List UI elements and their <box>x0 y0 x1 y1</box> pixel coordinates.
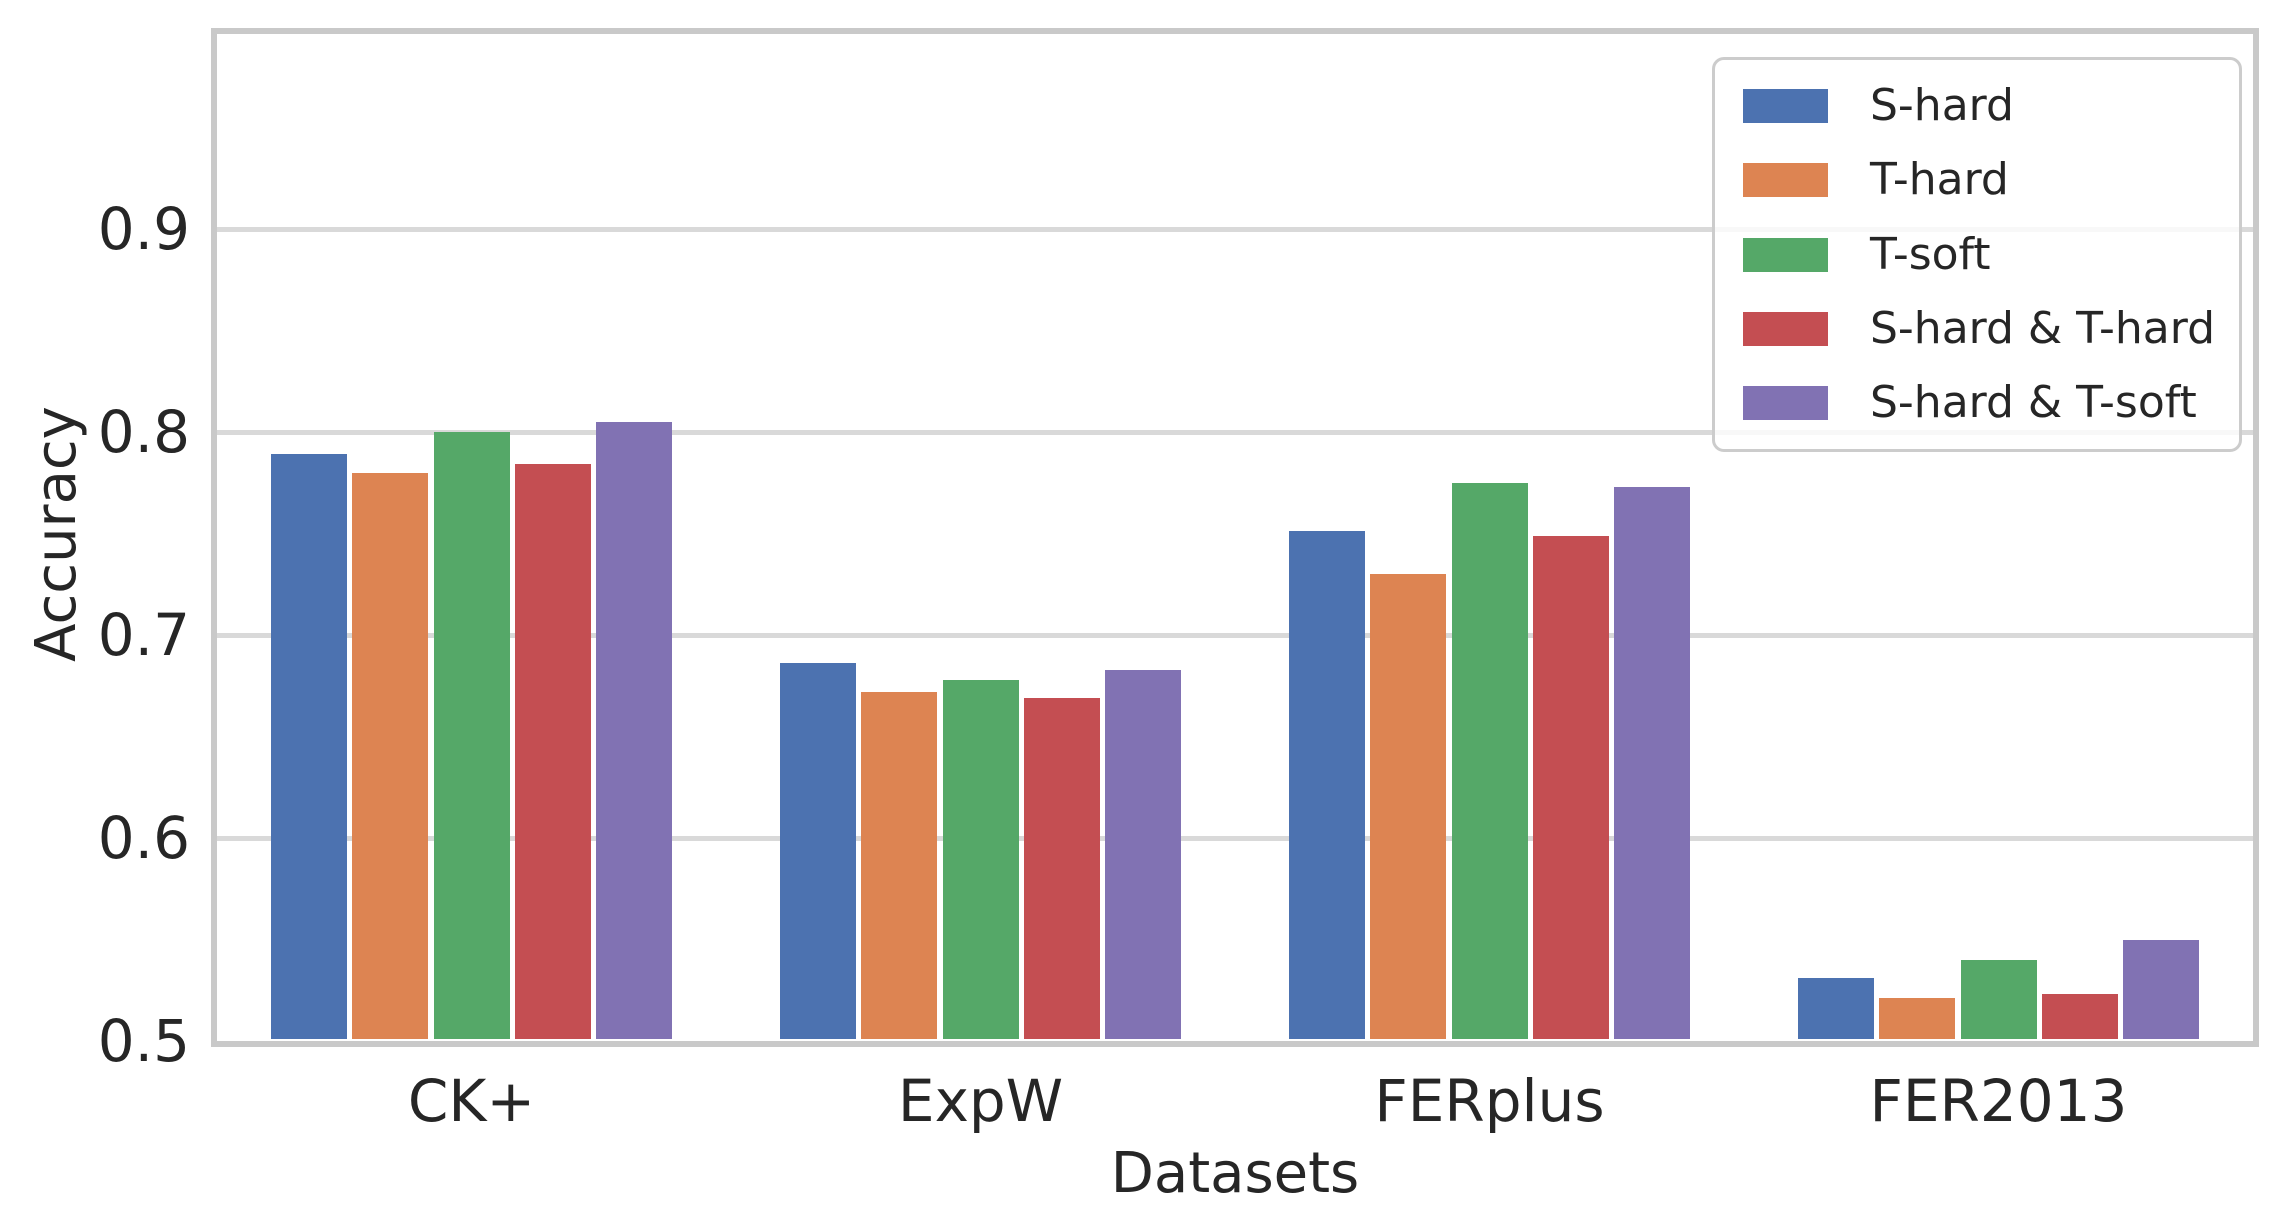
bar-T-hard-ExpW <box>861 691 938 1039</box>
bar-S-hard-FERplus <box>1288 531 1365 1039</box>
legend-swatch-icon <box>1743 386 1828 420</box>
legend-swatch-icon <box>1743 163 1828 198</box>
bar-T-hard-FER2013 <box>1879 998 1956 1039</box>
bar-S-hard-ExpW <box>779 663 856 1039</box>
y-tick-label: 0.7 <box>97 601 190 669</box>
legend: S-hard T-hard T-soft S-hard & T-hard S-hard … <box>1712 57 2242 452</box>
x-tick-label-ExpW: ExpW <box>897 1067 1064 1135</box>
legend-entry-T-hard: T-hard <box>1743 158 2211 202</box>
legend-label: S-hard & T-soft <box>1870 377 2197 428</box>
legend-swatch-icon <box>1743 89 1828 123</box>
legend-swatch-icon <box>1743 237 1828 272</box>
bar-S-hard & T-hard-ExpW <box>1023 697 1100 1039</box>
bar-S-hard & T-hard-FERplus <box>1532 535 1609 1039</box>
bar-S-hard & T-soft-CK+ <box>596 421 673 1039</box>
left-spine <box>211 28 217 1047</box>
bar-S-hard & T-soft-FERplus <box>1614 486 1691 1039</box>
bar-S-hard-FER2013 <box>1797 978 1874 1039</box>
bar-T-soft-FERplus <box>1451 482 1528 1039</box>
right-spine <box>2253 28 2259 1047</box>
legend-label: T-soft <box>1870 228 1991 280</box>
gridline-0.9 <box>217 227 2253 232</box>
x-axis-label: Datasets <box>1110 1141 1360 1206</box>
y-tick-label: 0.8 <box>97 398 190 466</box>
legend-entry-S-hard & T-hard: S-hard & T-hard <box>1743 306 2215 351</box>
legend-label: T-hard <box>1870 154 2009 206</box>
gridline-0.7 <box>217 633 2253 638</box>
bar-T-hard-CK+ <box>352 472 429 1039</box>
y-tick-label: 0.6 <box>97 804 190 872</box>
y-tick-label: 0.5 <box>97 1007 190 1075</box>
bar-T-hard-FERplus <box>1370 574 1447 1039</box>
bar-S-hard & T-soft-ExpW <box>1105 669 1182 1039</box>
x-tick-label-FER2013: FER2013 <box>1869 1067 2128 1135</box>
legend-entry-S-hard & T-soft: S-hard & T-soft <box>1743 381 2211 425</box>
bar-S-hard & T-hard-FER2013 <box>2041 994 2118 1039</box>
x-tick-label-CK+: CK+ <box>407 1067 536 1135</box>
legend-swatch-icon <box>1743 311 1828 346</box>
bar-T-soft-ExpW <box>942 679 1019 1039</box>
x-tick-label-FERplus: FERplus <box>1374 1067 1605 1135</box>
bottom-spine <box>211 1041 2259 1047</box>
y-axis-label: Accuracy <box>24 406 89 662</box>
gridline-0.8 <box>217 430 2253 435</box>
bar-T-soft-FER2013 <box>1960 959 2037 1039</box>
legend-label: S-hard & T-hard <box>1870 302 2215 354</box>
legend-label: S-hard <box>1870 80 2014 131</box>
legend-entry-S-hard: S-hard <box>1743 84 2211 128</box>
bar-S-hard-CK+ <box>270 454 347 1039</box>
bar-T-soft-CK+ <box>433 432 510 1039</box>
bar-S-hard & T-hard-CK+ <box>514 464 591 1039</box>
y-tick-label: 0.9 <box>97 195 190 263</box>
top-spine <box>211 28 2259 34</box>
gridline-0.6 <box>217 836 2253 841</box>
bar-S-hard & T-soft-FER2013 <box>2123 939 2200 1039</box>
legend-entry-T-soft: T-soft <box>1743 228 2211 280</box>
